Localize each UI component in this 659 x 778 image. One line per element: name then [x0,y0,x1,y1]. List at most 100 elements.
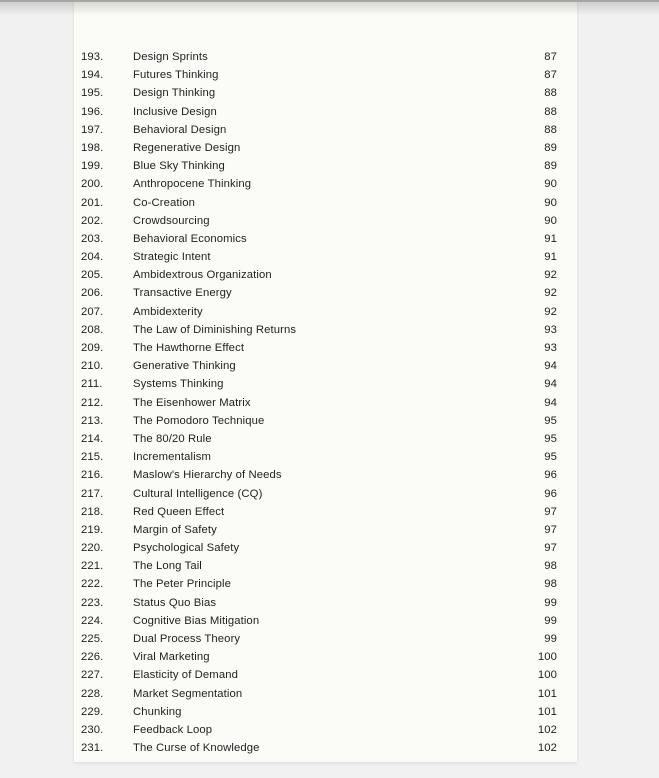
toc-entry-number: 217. [81,487,104,500]
toc-entry-page: 88 [544,87,557,100]
toc-entry-title: Behavioral Economics [133,232,247,245]
toc-entry-number: 204. [81,251,104,264]
toc-entry-number: 209. [81,342,104,354]
toc-entry-title: The Law of Diminishing Returns [133,323,297,336]
toc-entry-page: 99 [544,633,557,645]
toc-entry-number: 207. [81,305,104,318]
toc-entry[interactable]: 205. Ambidextrous Organization 92 [74,266,577,284]
toc-entry[interactable]: 197. Behavioral Design 88 [74,121,577,139]
toc-entry-number: 214. [81,432,104,445]
toc-entry-page: 95 [544,432,557,445]
toc-entry[interactable]: 202. Crowdsourcing 90 [74,212,577,230]
toc-entry[interactable]: 216. Maslow's Hierarchy of Needs 96 [74,466,577,484]
toc-entry[interactable]: 204. Strategic Intent 91 [74,248,577,266]
toc-entry-number: 210. [81,360,104,373]
toc-entry-number: 194. [81,69,104,82]
toc-entry-number: 228. [81,687,104,700]
toc-entry-page: 100 [537,669,557,682]
toc-entry-title: Inclusive Design [133,105,217,118]
toc-entry-page: 88 [544,123,557,136]
toc-entry-title: Chunking [133,705,182,718]
toc-entry[interactable]: 218. Red Queen Effect 97 [74,503,577,521]
document-page: 193. Design Sprints 87 194. Futures Thin… [74,0,577,762]
toc-entry[interactable]: 214. The 80/20 Rule 95 [74,430,577,448]
toc-entry-title: Crowdsourcing [133,214,210,227]
toc-entry-page: 87 [544,69,557,82]
toc-entry[interactable]: 219. Margin of Safety 97 [74,521,577,539]
toc-entry[interactable]: 220. Psychological Safety 97 [74,539,577,557]
toc-entry-title: Blue Sky Thinking [133,160,225,173]
toc-entry[interactable]: 229. Chunking 101 [74,703,577,721]
toc-entry[interactable]: 228. Market Segmentation 101 [74,685,577,703]
toc-entry[interactable]: 208. The Law of Diminishing Returns 93 [74,321,577,339]
toc-entry-number: 213. [81,414,104,427]
toc-entry-number: 206. [81,287,104,300]
toc-entry-title: Maslow's Hierarchy of Needs [133,469,282,482]
toc-entry-number: 220. [81,542,104,555]
toc-entry[interactable]: 195. Design Thinking 88 [74,84,577,102]
toc-entry[interactable]: 206. Transactive Energy 92 [74,284,577,302]
toc-entry-page: 96 [544,469,557,482]
toc-entry[interactable]: 226. Viral Marketing 100 [74,648,577,666]
toc-entry[interactable]: 210. Generative Thinking 94 [74,357,577,375]
toc-entry-page: 100 [537,651,557,664]
toc-entry[interactable]: 212. The Eisenhower Matrix 94 [74,394,577,412]
toc-entry-number: 223. [81,596,104,609]
toc-entry[interactable]: 225. Dual Process Theory 99 [74,630,577,648]
toc-entry-number: 211. [81,378,103,391]
toc-entry[interactable]: 209. The Hawthorne Effect 93 [74,339,577,357]
toc-entry[interactable]: 231. The Curse of Knowledge 102 [74,739,577,757]
toc-entry-title: The 80/20 Rule [133,432,212,445]
toc-entry[interactable]: 193. Design Sprints 87 [74,48,577,66]
toc-entry-title: The Curse of Knowledge [133,742,260,755]
toc-entry-page: 98 [544,578,557,591]
toc-entry[interactable]: 217. Cultural Intelligence (CQ) 96 [74,485,577,503]
toc-entry-title: Behavioral Design [133,123,227,136]
toc-entry-page: 98 [544,560,557,573]
toc-entry-number: 195. [81,87,104,100]
toc-entry-page: 91 [544,232,557,245]
toc-entry-page: 92 [544,305,557,318]
toc-entry-title: Design Sprints [133,51,208,63]
toc-entry[interactable]: 199. Blue Sky Thinking 89 [74,157,577,175]
toc-entry[interactable]: 227. Elasticity of Demand 100 [74,666,577,684]
toc-entry-page: 97 [544,505,557,518]
toc-entry-title: Strategic Intent [133,251,211,264]
toc-entry-number: 227. [81,669,104,682]
toc-entry-number: 198. [81,141,104,154]
toc-entry-number: 218. [81,505,104,518]
toc-entry[interactable]: 198. Regenerative Design 89 [74,139,577,157]
toc-entry-page: 89 [544,141,557,154]
toc-entry-title: Co-Creation [133,196,196,209]
toc-entry[interactable]: 221. The Long Tail 98 [74,557,577,575]
toc-entry[interactable]: 223. Status Quo Bias 99 [74,594,577,612]
toc-entry-page: 90 [544,178,557,191]
toc-entry[interactable]: 194. Futures Thinking 87 [74,66,577,84]
toc-entry-title: The Hawthorne Effect [133,342,245,354]
toc-entry[interactable]: 207. Ambidexterity 92 [74,303,577,321]
toc-entry-title: Margin of Safety [133,523,217,536]
toc-entry[interactable]: 203. Behavioral Economics 91 [74,230,577,248]
toc-entry-title: Dual Process Theory [133,633,241,645]
toc-entry-number: 224. [81,614,104,627]
toc-entry[interactable]: 196. Inclusive Design 88 [74,103,577,121]
toc-entry-page: 102 [537,723,557,736]
toc-entry[interactable]: 224. Cognitive Bias Mitigation 99 [74,612,577,630]
toc-entry[interactable]: 222. The Peter Principle 98 [74,575,577,593]
toc-entry-page: 95 [544,414,557,427]
toc-entry[interactable]: 215. Incrementalism 95 [74,448,577,466]
toc-entry[interactable]: 200. Anthropocene Thinking 90 [74,175,577,193]
toc-entry[interactable]: 213. The Pomodoro Technique 95 [74,412,577,430]
toc-entry-page: 96 [544,487,557,500]
toc-entry-number: 203. [81,232,104,245]
toc-entry-page: 97 [544,542,557,555]
toc-entry[interactable]: 201. Co-Creation 90 [74,194,577,212]
toc-entry-number: 229. [81,705,104,718]
toc-entry-page: 95 [544,451,557,464]
toc-entry-title: Market Segmentation [133,687,243,700]
toc-entry-page: 87 [544,51,557,63]
toc-entry[interactable]: 230. Feedback Loop 102 [74,721,577,739]
toc-entry[interactable]: 211. Systems Thinking 94 [74,375,577,393]
toc-entry-page: 91 [544,251,557,264]
